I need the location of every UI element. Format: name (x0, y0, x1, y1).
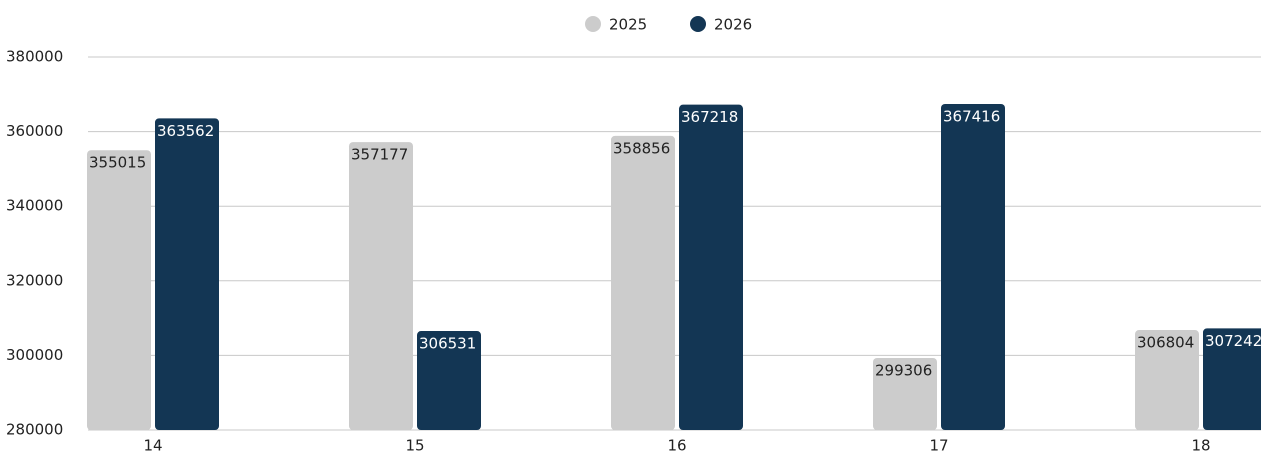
y-tick-label: 360000 (6, 122, 63, 140)
bar (1135, 330, 1199, 430)
data-label: 367416 (943, 107, 1000, 125)
x-tick-label: 16 (667, 437, 686, 455)
data-label: 367218 (681, 108, 738, 126)
y-tick-label: 320000 (6, 271, 63, 289)
y-tick-label: 380000 (6, 48, 63, 66)
y-tick-label: 340000 (6, 197, 63, 215)
data-label: 306531 (419, 335, 476, 353)
bar (941, 103, 1005, 430)
legend-label: 2025 (609, 16, 647, 34)
y-tick-label: 280000 (6, 421, 63, 439)
x-tick-label: 18 (1191, 437, 1210, 455)
x-tick-label: 17 (929, 437, 948, 455)
data-label: 306804 (1137, 334, 1194, 352)
bar (1203, 328, 1261, 430)
data-label: 363562 (157, 122, 214, 140)
bar (87, 150, 151, 431)
legend-swatch (690, 16, 706, 32)
data-label: 358856 (613, 139, 670, 157)
bar (155, 118, 219, 430)
data-label: 357177 (351, 146, 408, 164)
bar (417, 331, 481, 430)
x-tick-label: 14 (143, 437, 162, 455)
legend-swatch (585, 16, 601, 32)
x-tick-label: 15 (405, 437, 424, 455)
bar (349, 142, 413, 430)
bar (679, 104, 743, 431)
data-label: 299306 (875, 361, 932, 379)
y-tick-label: 300000 (6, 346, 63, 364)
legend-label: 2026 (714, 16, 752, 34)
data-label: 307242 (1205, 332, 1261, 350)
data-label: 355015 (89, 154, 146, 172)
bar (873, 357, 937, 430)
bar (611, 135, 675, 430)
